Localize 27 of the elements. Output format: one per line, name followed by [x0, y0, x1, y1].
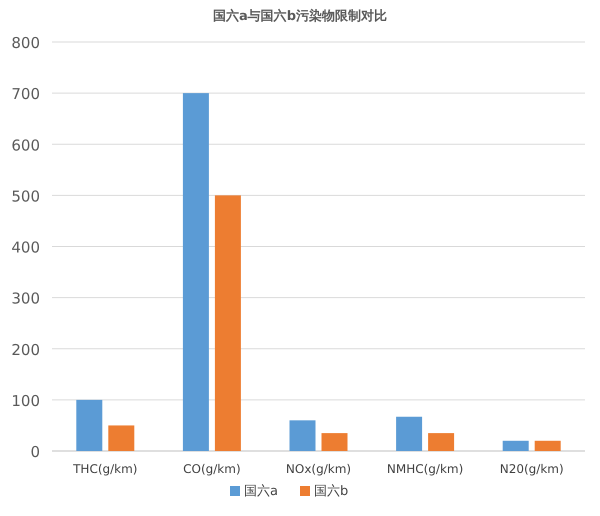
bar: [534, 440, 561, 451]
x-tick-label: THC(g/km): [72, 462, 138, 476]
bar: [108, 425, 134, 451]
x-tick-label: N20(g/km): [500, 462, 564, 476]
x-tick-label: NOx(g/km): [286, 462, 352, 476]
bar: [214, 195, 241, 451]
bar: [182, 93, 209, 451]
y-tick-label: 200: [11, 340, 40, 359]
y-tick-label: 600: [11, 136, 40, 154]
y-tick-label: 0: [30, 443, 40, 461]
bar: [322, 433, 348, 451]
legend-label: 国六b: [314, 484, 348, 499]
x-tick-label: CO(g/km): [183, 462, 241, 476]
bar: [396, 416, 422, 451]
y-tick-label: 300: [11, 290, 40, 308]
bar: [76, 400, 102, 451]
chart-title: 国六a与国六b污染物限制对比: [212, 8, 388, 24]
y-tick-label: 500: [11, 187, 40, 206]
x-tick-label: NMHC(g/km): [386, 462, 464, 476]
y-tick-label: 100: [11, 392, 40, 410]
legend-label: 国六a: [244, 484, 278, 499]
y-tick-label: 400: [11, 238, 40, 256]
bar: [290, 420, 316, 451]
y-tick-label: 700: [11, 85, 40, 104]
bar: [502, 440, 529, 451]
bar: [428, 433, 454, 451]
y-tick-label: 800: [11, 34, 40, 52]
